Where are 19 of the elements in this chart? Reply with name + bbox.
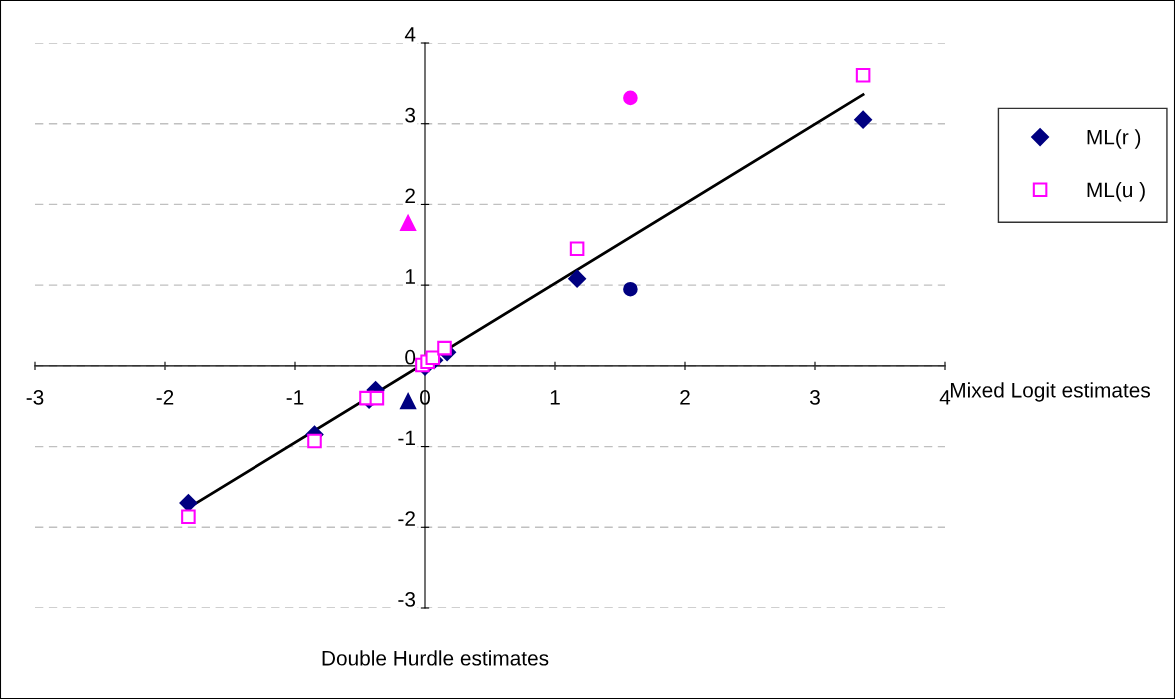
x-tick-label: 3 xyxy=(810,390,820,405)
y-tick-label: 2 xyxy=(405,188,415,203)
x-tick-label: -2 xyxy=(156,390,174,405)
x-tick-label: 2 xyxy=(680,390,690,405)
x-tick-label: 4 xyxy=(939,390,951,405)
y-tick-label: 1 xyxy=(405,269,415,284)
y-axis-title: Mixed Logit estimates xyxy=(950,382,1150,402)
y-tick-label: -1 xyxy=(398,430,415,446)
x-axis-title: Double Hurdle estimates xyxy=(322,650,549,666)
legend-label: ML(r ) xyxy=(1087,129,1141,149)
y-tick-label: -2 xyxy=(398,511,415,526)
x-tick-label: 1 xyxy=(550,390,560,405)
y-tick-label: 0 xyxy=(405,349,416,365)
y-tick-label: -3 xyxy=(398,592,416,607)
y-tick-label: 3 xyxy=(405,107,416,123)
y-tick-label: 4 xyxy=(404,27,416,42)
x-tick-label: -1 xyxy=(286,390,304,405)
legend-label: ML(u ) xyxy=(1087,182,1145,202)
x-tick-label: -3 xyxy=(26,390,44,405)
